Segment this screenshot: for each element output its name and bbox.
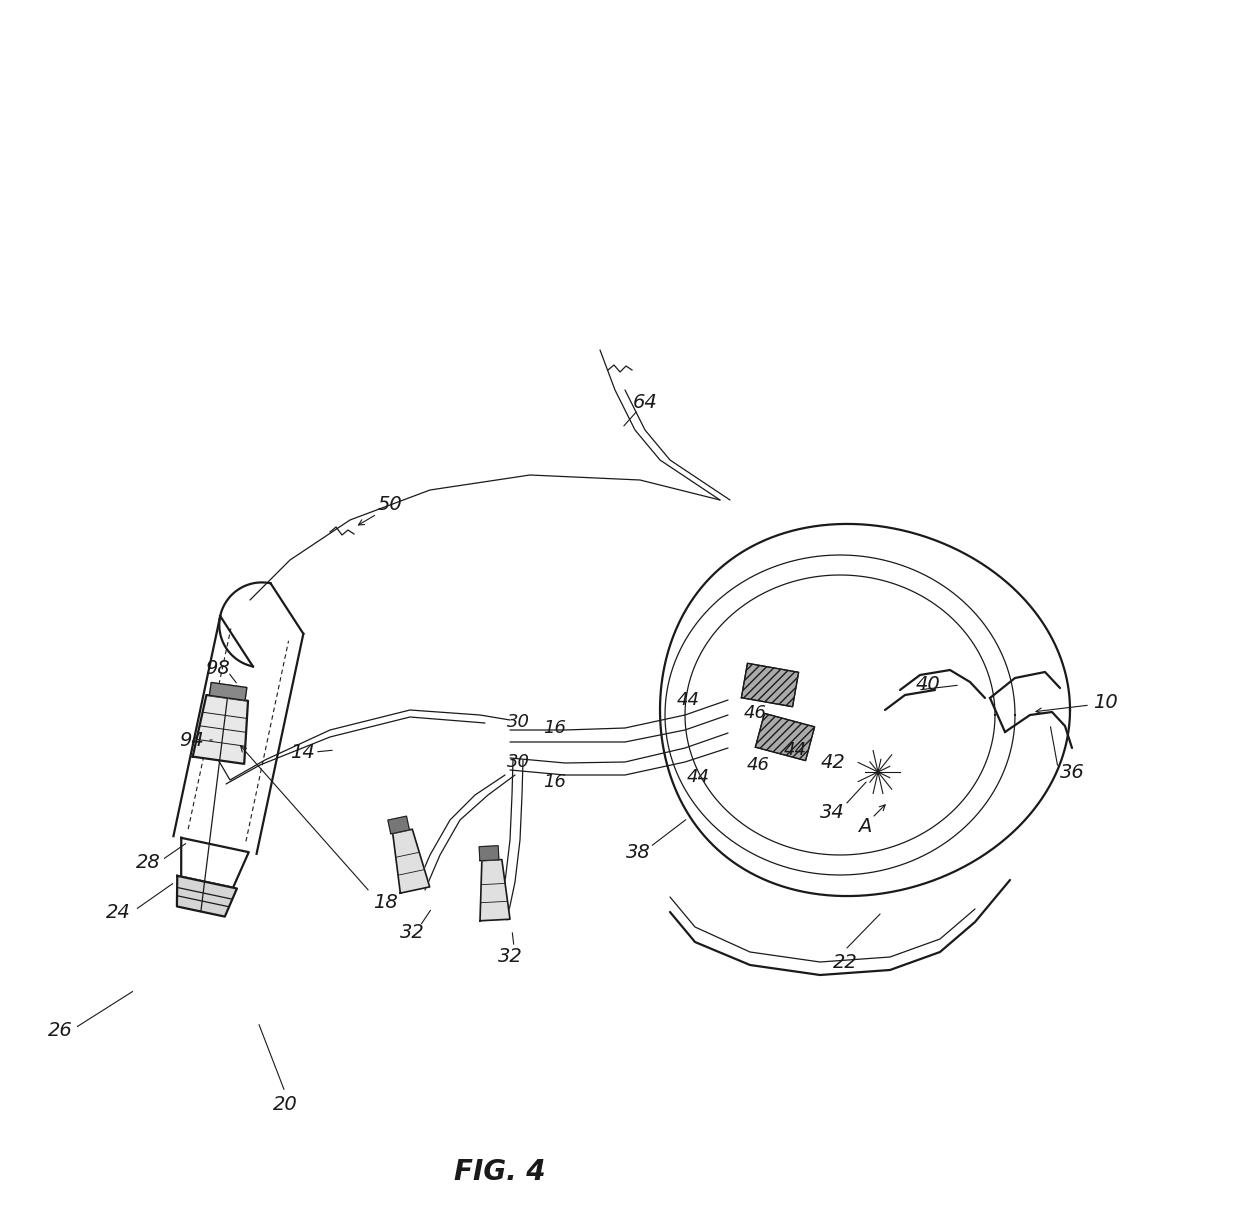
Text: 94: 94 bbox=[180, 731, 205, 749]
Polygon shape bbox=[393, 830, 430, 893]
Text: 36: 36 bbox=[1060, 762, 1084, 782]
Polygon shape bbox=[388, 816, 409, 833]
Polygon shape bbox=[742, 664, 799, 706]
Text: FIG. 4: FIG. 4 bbox=[454, 1158, 546, 1186]
Polygon shape bbox=[480, 860, 510, 921]
Text: 16: 16 bbox=[543, 719, 567, 737]
Text: 10: 10 bbox=[1092, 693, 1117, 711]
Polygon shape bbox=[192, 695, 248, 764]
Polygon shape bbox=[177, 876, 237, 916]
Text: 30: 30 bbox=[506, 753, 529, 771]
Polygon shape bbox=[755, 714, 815, 760]
Polygon shape bbox=[479, 845, 498, 861]
Text: 44: 44 bbox=[687, 769, 709, 786]
Text: 44: 44 bbox=[784, 741, 806, 759]
Polygon shape bbox=[210, 682, 247, 700]
Text: 32: 32 bbox=[497, 948, 522, 966]
Text: 24: 24 bbox=[105, 903, 130, 921]
Text: 34: 34 bbox=[820, 803, 844, 821]
Text: 30: 30 bbox=[506, 712, 529, 731]
Text: 32: 32 bbox=[399, 922, 424, 942]
Text: 14: 14 bbox=[290, 743, 315, 761]
Text: A: A bbox=[858, 817, 872, 837]
Text: 42: 42 bbox=[821, 753, 846, 771]
Text: 50: 50 bbox=[378, 495, 402, 515]
Text: 64: 64 bbox=[632, 393, 657, 411]
Text: 98: 98 bbox=[206, 659, 231, 677]
Text: 26: 26 bbox=[47, 1020, 72, 1039]
Text: 46: 46 bbox=[746, 756, 770, 773]
Text: 46: 46 bbox=[744, 704, 766, 722]
Text: 44: 44 bbox=[677, 691, 699, 709]
Text: 40: 40 bbox=[915, 676, 940, 694]
Text: 28: 28 bbox=[135, 853, 160, 871]
Text: 22: 22 bbox=[832, 953, 857, 971]
Text: 20: 20 bbox=[273, 1096, 298, 1115]
Text: 16: 16 bbox=[543, 773, 567, 791]
Text: 38: 38 bbox=[626, 843, 650, 861]
Text: 18: 18 bbox=[373, 893, 397, 911]
